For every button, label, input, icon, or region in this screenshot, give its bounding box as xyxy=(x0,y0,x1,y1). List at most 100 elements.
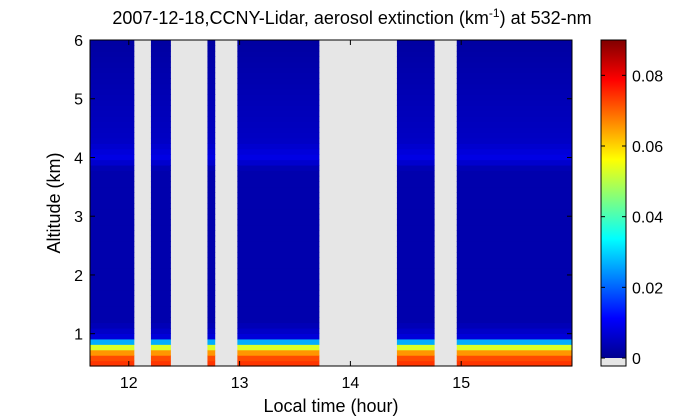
x-tick-label: 14 xyxy=(341,375,359,392)
heatmap-cell xyxy=(456,268,572,275)
heatmap-cell xyxy=(150,284,171,291)
y-tick-label: 2 xyxy=(74,268,83,285)
heatmap-cell xyxy=(396,159,435,166)
heatmap-cell xyxy=(207,246,216,253)
heatmap-cell xyxy=(150,99,171,106)
heatmap-cell xyxy=(237,88,320,95)
heatmap-cell xyxy=(237,333,320,340)
heatmap-cell xyxy=(90,262,135,269)
heatmap-cell xyxy=(456,132,572,139)
heatmap-cell xyxy=(90,159,135,166)
heatmap-cell xyxy=(207,56,216,63)
heatmap-cell xyxy=(396,126,435,133)
heatmap-cell xyxy=(207,148,216,155)
heatmap-cell xyxy=(396,251,435,258)
heatmap-cell xyxy=(207,349,216,356)
colorbar-tick-label: 0.02 xyxy=(632,280,663,297)
heatmap-cell xyxy=(396,56,435,63)
heatmap-cell xyxy=(207,251,216,258)
heatmap-cell xyxy=(456,116,572,123)
heatmap-cell xyxy=(396,279,435,286)
heatmap-cell xyxy=(237,126,320,133)
heatmap-cell xyxy=(456,56,572,63)
heatmap-cell xyxy=(207,327,216,334)
heatmap-cell xyxy=(150,148,171,155)
heatmap-cell xyxy=(207,121,216,128)
heatmap-cell xyxy=(90,311,135,318)
heatmap-cell xyxy=(456,126,572,133)
heatmap-cell xyxy=(150,257,171,264)
heatmap-cell xyxy=(207,279,216,286)
heatmap-cell xyxy=(90,186,135,193)
heatmap-cell xyxy=(237,219,320,226)
heatmap-cell xyxy=(90,78,135,85)
heatmap-cell xyxy=(150,251,171,258)
heatmap-cell xyxy=(396,154,435,161)
heatmap-cell xyxy=(396,45,435,52)
heatmap-cell xyxy=(456,262,572,269)
heatmap-cell xyxy=(90,208,135,215)
heatmap-cell xyxy=(150,311,171,318)
heatmap-cell xyxy=(150,164,171,171)
heatmap-cell xyxy=(456,241,572,248)
colorbar-ticks: 0 0.02 0.04 0.06 0.08 xyxy=(601,68,663,368)
heatmap-cell xyxy=(207,306,216,313)
heatmap-cell xyxy=(207,262,216,269)
heatmap-cell xyxy=(207,186,216,193)
heatmap-cell xyxy=(90,279,135,286)
heatmap-cell xyxy=(90,257,135,264)
heatmap-cell xyxy=(237,40,320,47)
heatmap-cell xyxy=(396,306,435,313)
heatmap-cell xyxy=(456,148,572,155)
heatmap-cell xyxy=(90,105,135,112)
heatmap-cell xyxy=(150,306,171,313)
heatmap-cell xyxy=(150,50,171,57)
heatmap-cell xyxy=(90,83,135,90)
heatmap-cell xyxy=(150,219,171,226)
heatmap-cell xyxy=(237,45,320,52)
heatmap-cell xyxy=(150,67,171,74)
heatmap-cell xyxy=(456,143,572,150)
heatmap-cell xyxy=(207,284,216,291)
heatmap-cell xyxy=(396,300,435,307)
heatmap-cell xyxy=(150,40,171,47)
heatmap-cell xyxy=(237,344,320,351)
chart-title: 2007-12-18,CCNY-Lidar, aerosol extinctio… xyxy=(112,6,591,28)
heatmap-cell xyxy=(237,230,320,237)
heatmap-cell xyxy=(207,322,216,329)
heatmap-cell xyxy=(90,230,135,237)
heatmap-cell xyxy=(90,143,135,150)
heatmap-cell xyxy=(150,45,171,52)
heatmap-cell xyxy=(207,61,216,68)
heatmap-cell xyxy=(150,192,171,199)
heatmap-cell xyxy=(90,110,135,117)
heatmap-cell xyxy=(237,289,320,296)
heatmap-cell xyxy=(237,262,320,269)
heatmap-cell xyxy=(396,355,435,362)
heatmap-cell xyxy=(207,132,216,139)
heatmap-cell xyxy=(237,61,320,68)
heatmap-cell xyxy=(456,50,572,57)
heatmap-cell xyxy=(90,154,135,161)
heatmap-cell xyxy=(396,78,435,85)
heatmap-cell xyxy=(150,159,171,166)
heatmap-cell xyxy=(150,143,171,150)
heatmap-cell xyxy=(456,219,572,226)
heatmap-cell xyxy=(237,170,320,177)
heatmap-cell xyxy=(456,300,572,307)
heatmap-cell xyxy=(90,121,135,128)
heatmap-cell xyxy=(150,344,171,351)
heatmap-cell xyxy=(207,360,216,367)
x-tick-label: 13 xyxy=(231,375,249,392)
heatmap-cell xyxy=(207,197,216,204)
x-tick-label: 12 xyxy=(120,375,138,392)
heatmap-cell xyxy=(150,78,171,85)
heatmap-cell xyxy=(396,116,435,123)
heatmap-cell xyxy=(90,181,135,188)
heatmap-cell xyxy=(396,148,435,155)
heatmap-cell xyxy=(237,159,320,166)
heatmap-cell xyxy=(237,203,320,210)
heatmap-cell xyxy=(237,224,320,231)
heatmap-cell xyxy=(456,99,572,106)
heatmap-cell xyxy=(237,251,320,258)
